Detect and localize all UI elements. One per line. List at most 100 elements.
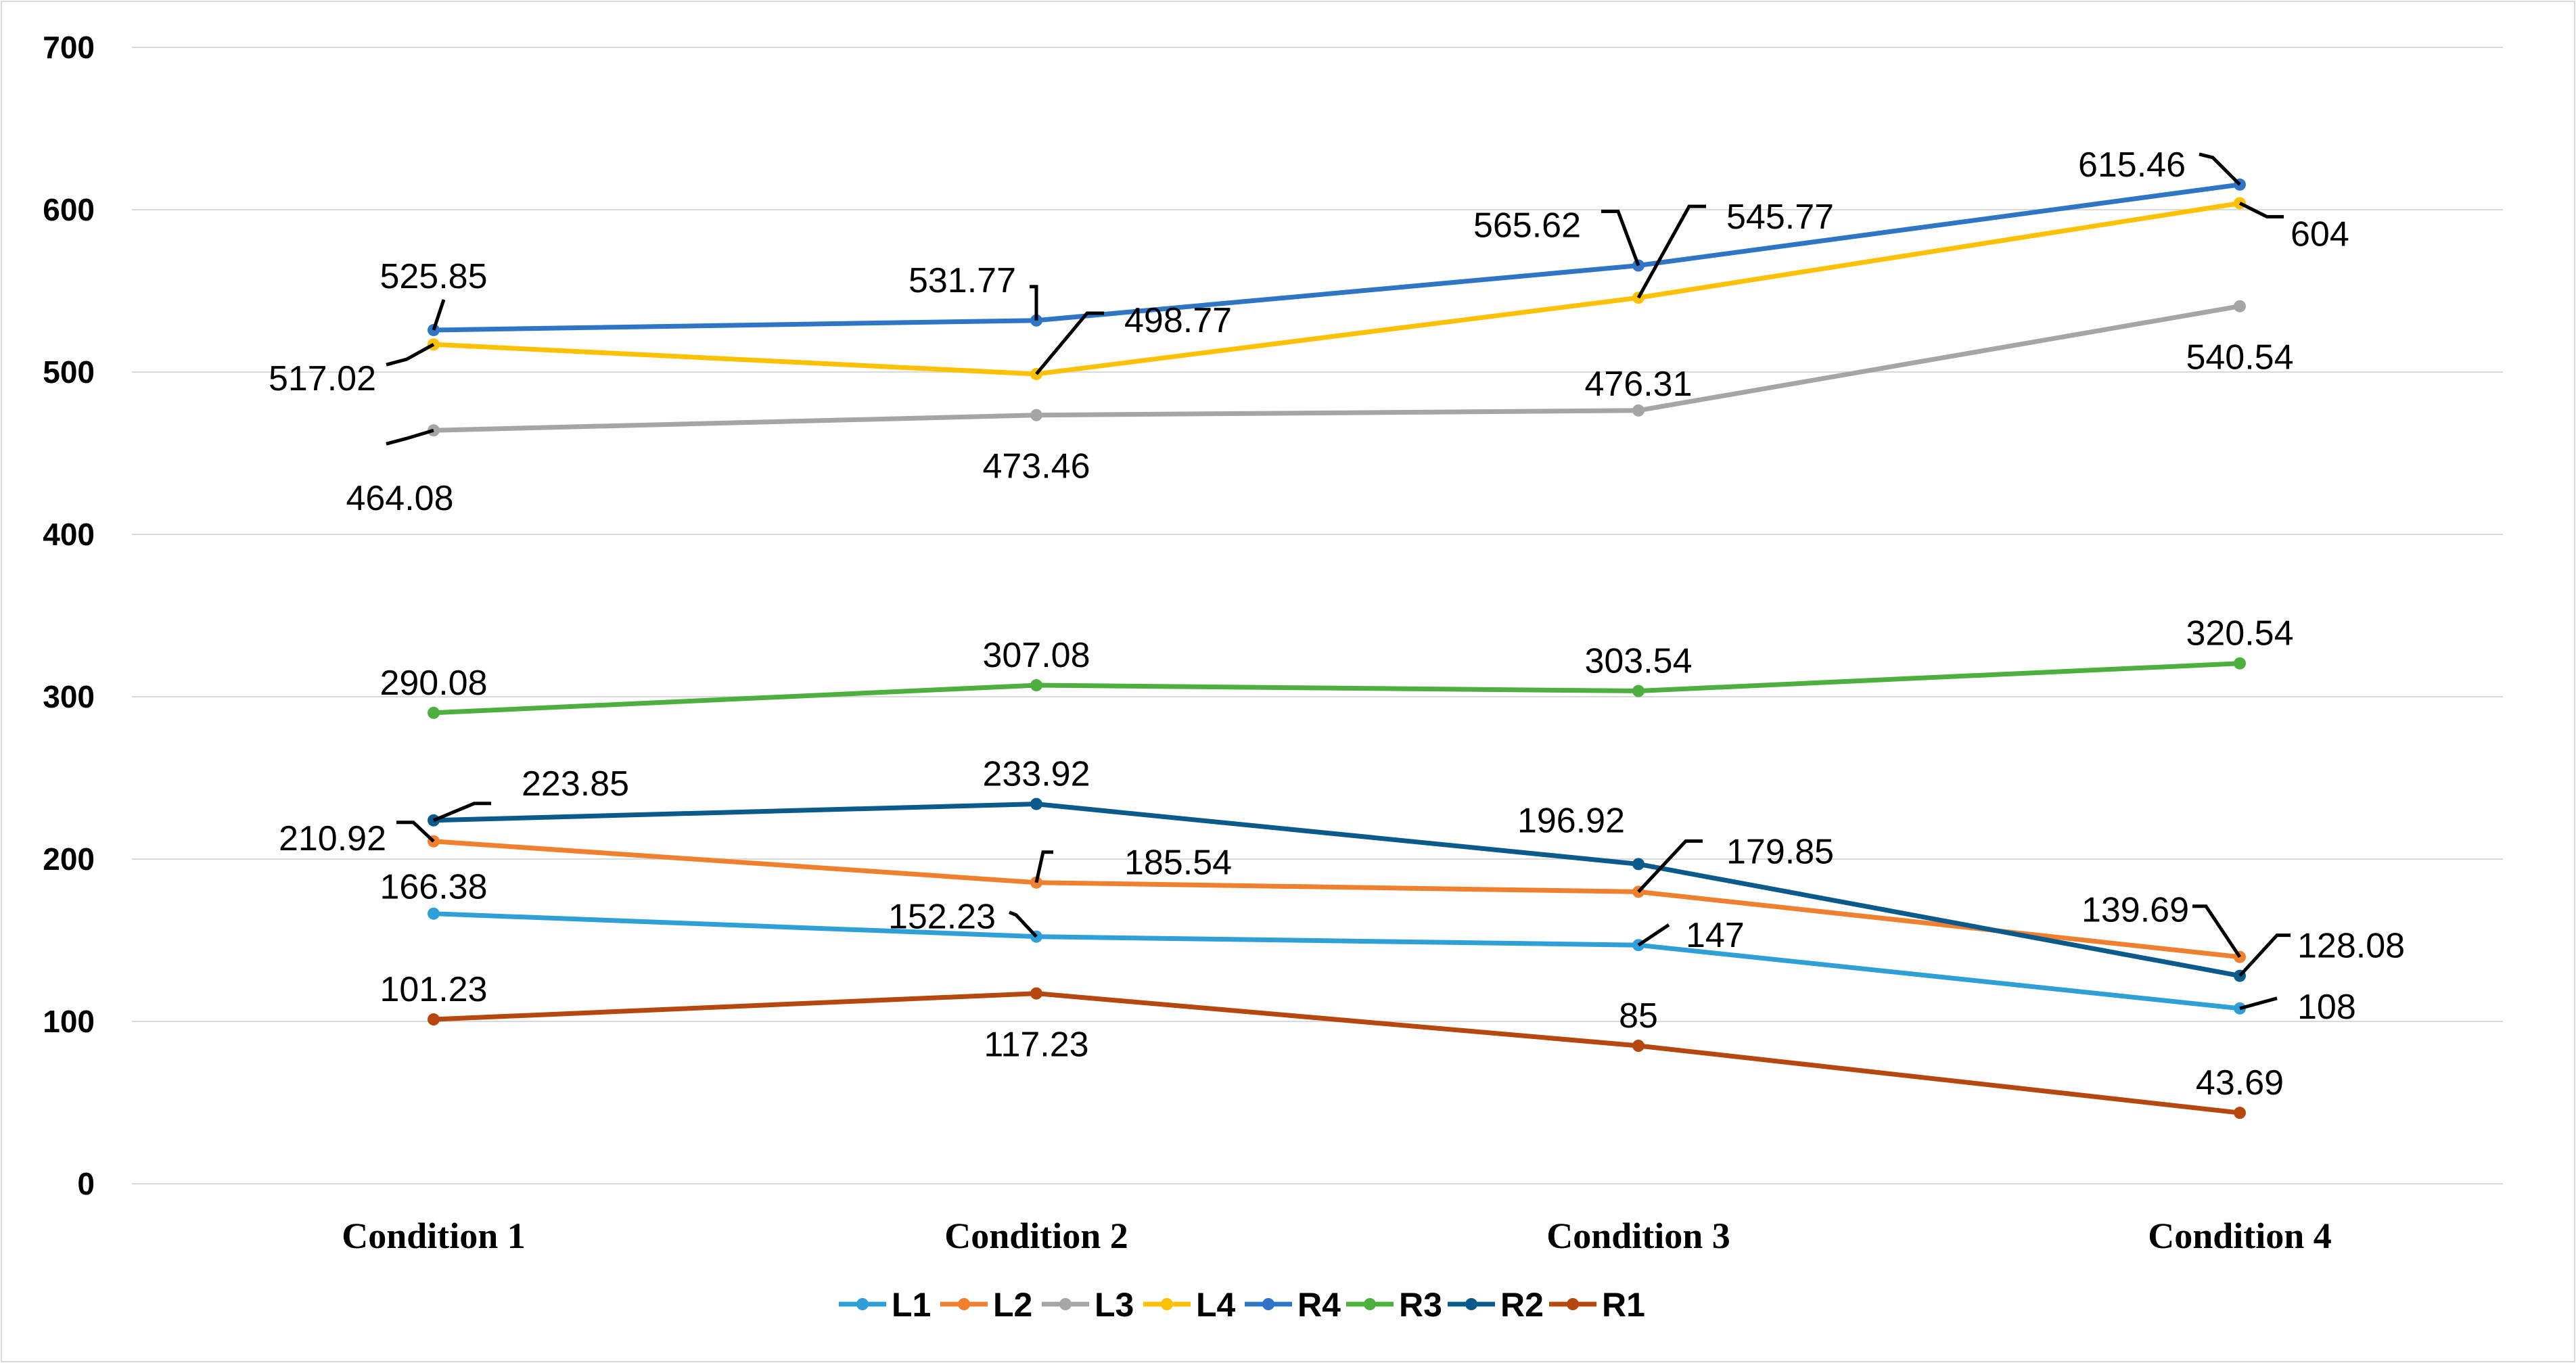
- legend-label: R3: [1399, 1286, 1442, 1324]
- leader-line: [1034, 850, 1053, 883]
- x-axis-ticks: Condition 1 Condition 2 Condition 3 Conditi…: [342, 1216, 2332, 1256]
- data-point: [428, 907, 440, 920]
- data-label-r1: 43.69: [2196, 1063, 2284, 1103]
- leader-line: [433, 802, 491, 823]
- data-label-l2: 179.85: [1726, 832, 1834, 871]
- y-tick-label: 100: [43, 1004, 95, 1039]
- data-label-r1: 85: [1619, 996, 1658, 1036]
- leader-line: [1637, 923, 1670, 947]
- series-line: [433, 200, 2240, 377]
- legend-label: L4: [1196, 1286, 1236, 1324]
- legend: L1 L2 L3 L4 R4 R3 R2 R1: [839, 1286, 1645, 1324]
- leader-line: [2199, 152, 2241, 186]
- series-r2: [428, 798, 2246, 982]
- series-r1: [428, 987, 2246, 1119]
- legend-item-r3: R3: [1346, 1286, 1442, 1324]
- x-tick-label: Condition 3: [1546, 1216, 1730, 1256]
- legend-label: L3: [1095, 1286, 1134, 1324]
- series-line: [433, 911, 2240, 1011]
- data-point: [1632, 1040, 1644, 1052]
- data-label-l4: 604: [2291, 214, 2349, 254]
- leader-line: [1601, 210, 1640, 267]
- data-point: [1632, 685, 1644, 697]
- leader-line: [2239, 996, 2278, 1011]
- series-l2: [428, 835, 2246, 963]
- data-point: [428, 706, 440, 719]
- leader-line: [386, 342, 435, 367]
- legend-marker: [958, 1298, 970, 1310]
- data-label-r1: 101.23: [380, 970, 487, 1009]
- leader-line: [432, 299, 446, 331]
- data-point: [2234, 657, 2246, 670]
- series-line: [433, 839, 2240, 960]
- data-point: [428, 1013, 440, 1026]
- legend-marker: [1059, 1298, 1072, 1310]
- leader-line: [1636, 204, 1706, 299]
- data-label-r4: 615.46: [2078, 145, 2186, 185]
- data-label-r3: 303.54: [1584, 642, 1692, 681]
- y-tick-label: 0: [77, 1166, 95, 1201]
- series-r4: [428, 178, 2246, 336]
- legend-label: L2: [993, 1286, 1032, 1324]
- data-point: [1632, 858, 1644, 871]
- series-line: [433, 182, 2240, 333]
- legend-marker: [1465, 1298, 1477, 1310]
- leader-line: [1637, 839, 1703, 894]
- x-tick-label: Condition 4: [2148, 1216, 2332, 1256]
- data-label-l3: 476.31: [1584, 365, 1692, 404]
- data-label-r3: 320.54: [2186, 614, 2293, 653]
- leader-line: [2192, 904, 2242, 958]
- y-tick-label: 300: [43, 679, 95, 714]
- data-label-r2: 196.92: [1517, 801, 1625, 840]
- legend-label: R2: [1500, 1286, 1544, 1324]
- x-tick-label: Condition 2: [944, 1216, 1128, 1256]
- legend-marker: [1364, 1298, 1376, 1310]
- y-tick-label: 700: [43, 30, 95, 65]
- legend-label: R4: [1297, 1286, 1341, 1324]
- series-r3: [428, 657, 2246, 719]
- legend-marker: [856, 1298, 869, 1310]
- y-tick-label: 500: [43, 354, 95, 390]
- legend-label: L1: [892, 1286, 931, 1324]
- data-label-r4: 531.77: [908, 261, 1016, 300]
- data-label-r4: 565.62: [1473, 206, 1581, 246]
- legend-label: R1: [1602, 1286, 1645, 1324]
- series-l1: [428, 907, 2246, 1015]
- series-line: [433, 661, 2240, 716]
- data-label-l2: 210.92: [279, 819, 386, 858]
- data-label-r1: 117.23: [984, 1025, 1088, 1065]
- data-point: [2234, 1107, 2246, 1119]
- data-label-l3: 464.08: [346, 479, 453, 518]
- legend-item-l3: L3: [1042, 1286, 1134, 1324]
- data-point: [1632, 404, 1644, 417]
- data-label-r4: 525.85: [380, 257, 487, 296]
- series-lines: [428, 178, 2246, 1119]
- y-axis-ticks: 0 100 200 300 400 500 600 700: [43, 30, 95, 1201]
- data-label-l3: 540.54: [2186, 338, 2293, 377]
- data-point: [1030, 679, 1042, 692]
- leader-line: [2238, 202, 2284, 218]
- data-point: [2234, 300, 2246, 313]
- data-label-r3: 290.08: [380, 664, 487, 703]
- data-label-r2: 128.08: [2297, 927, 2405, 966]
- series-line: [433, 991, 2240, 1115]
- data-label-r3: 307.08: [982, 636, 1090, 675]
- series-l3: [428, 300, 2246, 437]
- legend-item-r2: R2: [1448, 1286, 1544, 1324]
- data-label-l1: 166.38: [380, 868, 487, 907]
- label-leaders: [386, 152, 2291, 1011]
- gridlines: [132, 47, 2503, 1184]
- data-label-l4: 517.02: [269, 359, 376, 398]
- data-label-l4: 498.77: [1124, 301, 1232, 340]
- leader-line: [1030, 285, 1038, 321]
- data-label-r2: 233.92: [982, 755, 1090, 794]
- data-label-l2: 185.54: [1124, 844, 1232, 883]
- data-label-l1: 108: [2297, 988, 2356, 1027]
- data-label-l1: 147: [1686, 916, 1745, 955]
- data-label-r2: 223.85: [522, 764, 629, 804]
- leader-line: [396, 821, 435, 843]
- legend-marker: [1567, 1298, 1579, 1310]
- series-line: [433, 802, 2240, 979]
